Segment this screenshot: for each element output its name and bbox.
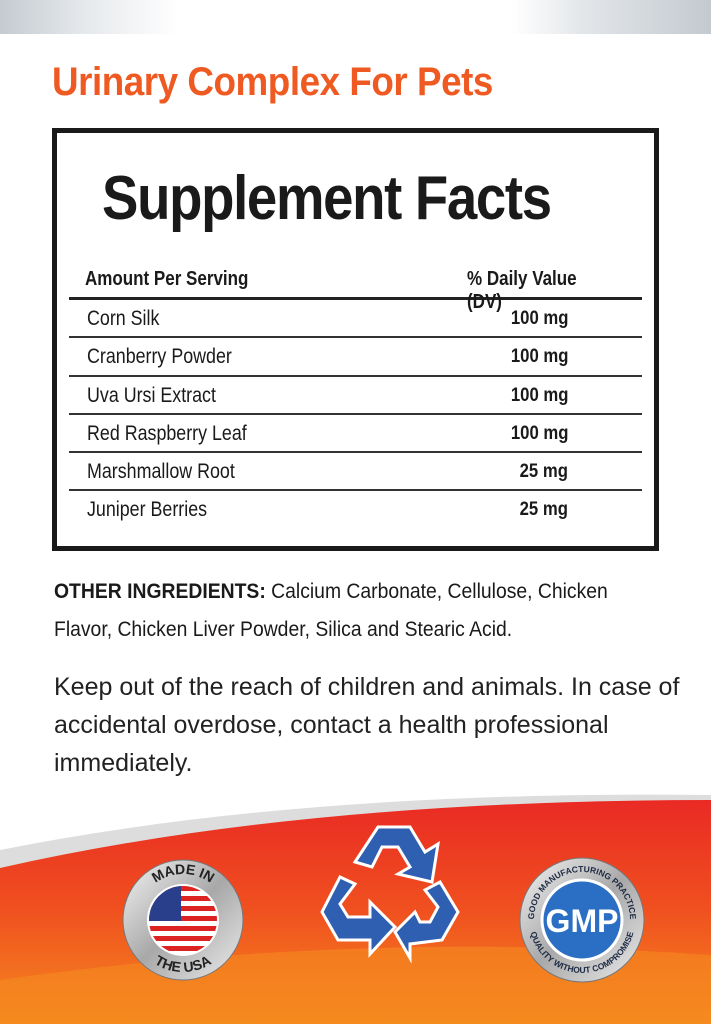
facts-row: Marshmallow Root 25 mg (69, 453, 642, 492)
made-in-usa-badge: MADE IN THE USA (122, 859, 244, 981)
daily-value-label: % Daily Value (DV) (467, 268, 577, 313)
gmp-text: GMP (546, 903, 619, 939)
amount-per-serving-label: Amount Per Serving (85, 268, 249, 290)
facts-heading: Supplement Facts (102, 164, 552, 233)
svg-text:THE USA: THE USA (152, 952, 213, 975)
ingredient-amount: 25 mg (519, 461, 568, 483)
ingredient-amount: 100 mg (510, 384, 568, 406)
ingredient-name: Marshmallow Root (87, 460, 235, 484)
ingredient-name: Cranberry Powder (87, 345, 232, 369)
other-ingredients-text: Calcium Carbonate, Cellulose, Chicken Fl… (54, 579, 608, 641)
ingredient-name: Red Raspberry Leaf (87, 421, 247, 445)
footer-banner: MADE IN THE USA GMP GOOD MANUFACTURING P… (0, 794, 711, 1024)
ingredient-amount: 100 mg (510, 422, 568, 444)
ingredient-name: Corn Silk (87, 307, 160, 330)
product-title: Urinary Complex For Pets (52, 60, 493, 104)
ingredient-name: Uva Ursi Extract (87, 383, 216, 407)
other-ingredients: OTHER INGREDIENTS: Calcium Carbonate, Ce… (54, 572, 612, 648)
other-ingredients-label: OTHER INGREDIENTS: (54, 579, 266, 603)
top-band (0, 0, 711, 34)
facts-row: Corn Silk 100 mg (69, 300, 642, 339)
recycle-icon (320, 825, 460, 964)
facts-row: Juniper Berries 25 mg (69, 491, 642, 529)
facts-header: Amount Per Serving % Daily Value (DV) (69, 266, 642, 313)
facts-row: Cranberry Powder 100 mg (69, 338, 642, 377)
supplement-facts-panel: Supplement Facts Amount Per Serving % Da… (52, 128, 659, 551)
ingredient-amount: 100 mg (510, 346, 568, 368)
facts-rows: Corn Silk 100 mg Cranberry Powder 100 mg Uva… (69, 300, 642, 530)
ingredient-amount: 25 mg (519, 499, 568, 521)
ingredient-name: Juniper Berries (87, 498, 208, 522)
facts-row: Red Raspberry Leaf 100 mg (69, 415, 642, 454)
ingredient-amount: 100 mg (510, 308, 568, 329)
badge-the-usa-text: THE USA (152, 952, 213, 975)
facts-row: Uva Ursi Extract 100 mg (69, 377, 642, 415)
gmp-badge: GMP GOOD MANUFACTURING PRACTICE QUALITY … (519, 857, 645, 983)
warning-text: Keep out of the reach of children and an… (54, 673, 680, 777)
